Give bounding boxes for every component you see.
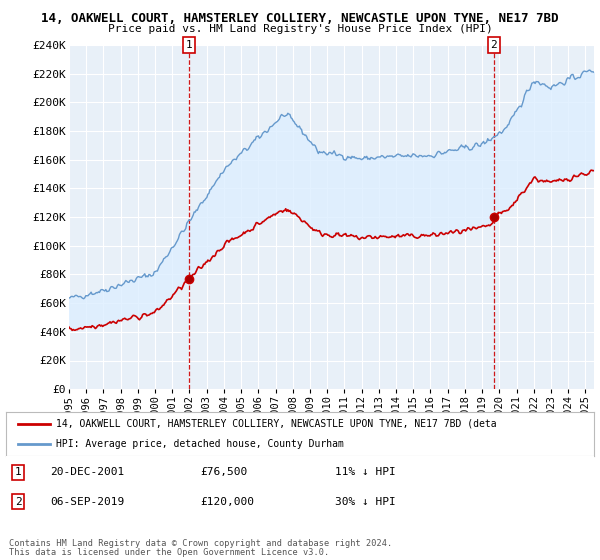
- Text: 06-SEP-2019: 06-SEP-2019: [50, 497, 124, 507]
- Text: This data is licensed under the Open Government Licence v3.0.: This data is licensed under the Open Gov…: [9, 548, 329, 557]
- Text: £120,000: £120,000: [200, 497, 254, 507]
- Text: 20-DEC-2001: 20-DEC-2001: [50, 467, 124, 477]
- Text: 11% ↓ HPI: 11% ↓ HPI: [335, 467, 396, 477]
- Text: 1: 1: [15, 467, 22, 477]
- Text: HPI: Average price, detached house, County Durham: HPI: Average price, detached house, Coun…: [56, 439, 344, 449]
- Text: 2: 2: [490, 40, 497, 50]
- Text: 14, OAKWELL COURT, HAMSTERLEY COLLIERY, NEWCASTLE UPON TYNE, NE17 7BD: 14, OAKWELL COURT, HAMSTERLEY COLLIERY, …: [41, 12, 559, 25]
- Text: Contains HM Land Registry data © Crown copyright and database right 2024.: Contains HM Land Registry data © Crown c…: [9, 539, 392, 548]
- Text: Price paid vs. HM Land Registry's House Price Index (HPI): Price paid vs. HM Land Registry's House …: [107, 24, 493, 34]
- Text: 1: 1: [185, 40, 193, 50]
- Text: 30% ↓ HPI: 30% ↓ HPI: [335, 497, 396, 507]
- Text: 14, OAKWELL COURT, HAMSTERLEY COLLIERY, NEWCASTLE UPON TYNE, NE17 7BD (deta: 14, OAKWELL COURT, HAMSTERLEY COLLIERY, …: [56, 419, 497, 429]
- Text: 2: 2: [15, 497, 22, 507]
- Text: £76,500: £76,500: [200, 467, 247, 477]
